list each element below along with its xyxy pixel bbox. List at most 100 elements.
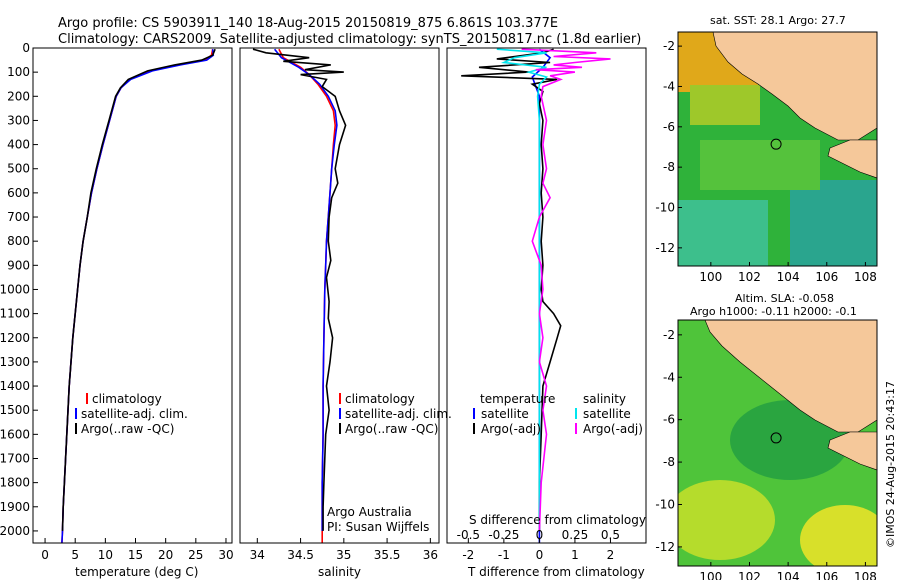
y-tick-label-12: 1200 — [0, 331, 30, 345]
x-tick-label-0: 0 — [41, 548, 49, 562]
s-tick-label-3: 0.25 — [562, 528, 589, 542]
salinity-panel: 34 34.5 35 35.5 36 salinity climatology sate… — [239, 47, 452, 579]
y-tick-label-20: 2000 — [0, 524, 30, 538]
sst-map-ticks: 100 102 104 106 108 -2 -4 -6 -8 -10 -12 — [655, 39, 876, 284]
s-tick-label-2: 0 — [536, 528, 544, 542]
map-x-tick-label-2: 104 — [777, 570, 800, 580]
header-line-2: Climatology: CARS2009. Satellite-adjuste… — [58, 32, 641, 47]
map-x-tick-label-4: 108 — [854, 270, 877, 284]
y-tick-label-5: 500 — [7, 162, 30, 176]
x-tick-label-2: 0 — [536, 548, 544, 562]
series-line-2 — [252, 48, 347, 531]
legend-label-climatology: climatology — [345, 392, 415, 406]
difference-axes-frame — [446, 47, 647, 544]
legend-label-climatology: climatology — [92, 392, 162, 406]
s-tick-label-0: -0.5 — [457, 528, 480, 542]
sla-map-title-line-2: Argo h1000: -0.11 h2000: -0.1 — [690, 305, 857, 318]
sla-land-sumatra — [704, 320, 877, 433]
map-y-tick-label-4: -10 — [655, 498, 675, 512]
sst-mid-band — [700, 140, 820, 190]
salinity-legend: climatology satellite-adj. clim. Argo(..… — [339, 392, 452, 436]
temperature-y-ticks: 0 100 200 300 400 500 600 700 800 900 1000 1100 1200… — [0, 41, 38, 538]
header-line-1: Argo profile: CS 5903911_140 18-Aug-2015… — [58, 16, 558, 31]
series-line-1 — [461, 48, 562, 531]
map-y-tick-label-0: -2 — [663, 328, 675, 342]
map-y-tick-label-3: -8 — [663, 455, 675, 469]
sst-map-field — [678, 32, 877, 266]
map-x-tick-label-3: 106 — [815, 270, 838, 284]
sst-argo-marker — [770, 138, 782, 150]
y-tick-label-15: 1500 — [0, 403, 30, 417]
map-x-tick-label-3: 106 — [815, 570, 838, 580]
y-tick-label-8: 800 — [7, 234, 30, 248]
difference-legend: temperature satellite Argo(-adj) salinit… — [473, 392, 643, 436]
difference-series — [461, 48, 611, 543]
map-x-tick-label-2: 104 — [777, 270, 800, 284]
difference-panel: -2 -1 0 1 2 -0.5 -0.25 0 0.25 0.5 S difference f… — [446, 47, 647, 579]
series-line-2 — [496, 48, 549, 531]
y-tick-label-13: 1300 — [0, 355, 30, 369]
y-tick-label-10: 1000 — [0, 282, 30, 296]
sla-map-field — [678, 320, 877, 566]
y-tick-label-3: 300 — [7, 113, 30, 127]
legend-label-satellite: satellite-adj. clim. — [345, 407, 452, 421]
footer-credit: ©IMOS 24-Aug-2015 20:43:17 — [884, 381, 897, 548]
salinity-x-ticks: 34 34.5 35 35.5 36 — [250, 538, 438, 562]
sla-high-south-east — [800, 505, 877, 566]
sst-cool-south-west — [678, 200, 768, 266]
x-tick-label-4: 20 — [158, 548, 173, 562]
difference-s-label: S difference from climatology — [469, 513, 646, 527]
sla-land-java — [827, 431, 877, 471]
y-tick-label-19: 1900 — [0, 500, 30, 514]
map-x-tick-label-4: 108 — [854, 570, 877, 580]
sla-map-panel: Altim. SLA: -0.058 Argo h1000: -0.11 h20… — [655, 292, 878, 580]
sst-land-java — [827, 139, 877, 179]
map-y-tick-label-3: -8 — [663, 160, 675, 174]
series-line-1 — [61, 49, 215, 543]
x-tick-label-0: 34 — [250, 548, 265, 562]
salinity-series — [252, 48, 347, 543]
salinity-annotation-line-2: PI: Susan Wijffels — [327, 520, 429, 534]
x-tick-label-2: 10 — [98, 548, 113, 562]
y-tick-label-11: 1100 — [0, 307, 30, 321]
map-y-tick-label-2: -6 — [663, 120, 675, 134]
x-tick-label-4: 36 — [423, 548, 438, 562]
sst-map-frame — [677, 31, 878, 267]
y-tick-label-14: 1400 — [0, 379, 30, 393]
y-tick-label-0: 0 — [22, 41, 30, 55]
sst-map-panel: sat. SST: 28.1 Argo: 27.7 100 102 104 106 10… — [655, 14, 878, 284]
legend-title-salinity: salinity — [583, 392, 626, 406]
sst-cool-south-east — [790, 180, 877, 266]
map-y-tick-label-5: -12 — [655, 241, 675, 255]
y-tick-label-18: 1800 — [0, 476, 30, 490]
x-tick-label-0: -2 — [462, 548, 474, 562]
temperature-axes-frame — [32, 47, 233, 544]
x-tick-label-5: 25 — [188, 548, 203, 562]
sla-argo-marker — [770, 432, 782, 444]
sst-map-title: sat. SST: 28.1 Argo: 27.7 — [710, 14, 846, 27]
series-line-0 — [278, 48, 337, 543]
salinity-axes-frame — [239, 47, 440, 544]
y-tick-label-2: 200 — [7, 89, 30, 103]
x-tick-label-1: 34.5 — [287, 548, 314, 562]
map-y-tick-label-1: -4 — [663, 79, 675, 93]
temperature-panel: 0 5 10 15 20 25 30 0 100 200 300 400 500 600 700 800 90… — [0, 41, 234, 579]
y-tick-label-1: 100 — [7, 65, 30, 79]
difference-t-label: T difference from climatology — [467, 565, 645, 579]
legend-label-argo: Argo(..raw -QC) — [345, 422, 438, 436]
difference-x-ticks: -2 -1 0 1 2 — [462, 538, 614, 562]
legend-label-argo: Argo(..raw -QC) — [81, 422, 174, 436]
x-tick-label-3: 15 — [128, 548, 143, 562]
y-tick-label-17: 1700 — [0, 451, 30, 465]
x-tick-label-1: -1 — [498, 548, 510, 562]
legend-label-satellite: satellite-adj. clim. — [81, 407, 188, 421]
series-line-0 — [61, 49, 214, 543]
legend-label-t-satellite: satellite — [481, 407, 529, 421]
sla-map-ticks: 100 102 104 106 108 -2 -4 -6 -8 -10 -12 — [655, 328, 876, 580]
map-y-tick-label-5: -12 — [655, 540, 675, 554]
series-line-3 — [521, 48, 611, 531]
temperature-series — [61, 48, 216, 543]
map-x-tick-label-0: 100 — [699, 270, 722, 284]
temperature-legend: climatology satellite-adj. clim. Argo(..… — [75, 392, 188, 436]
